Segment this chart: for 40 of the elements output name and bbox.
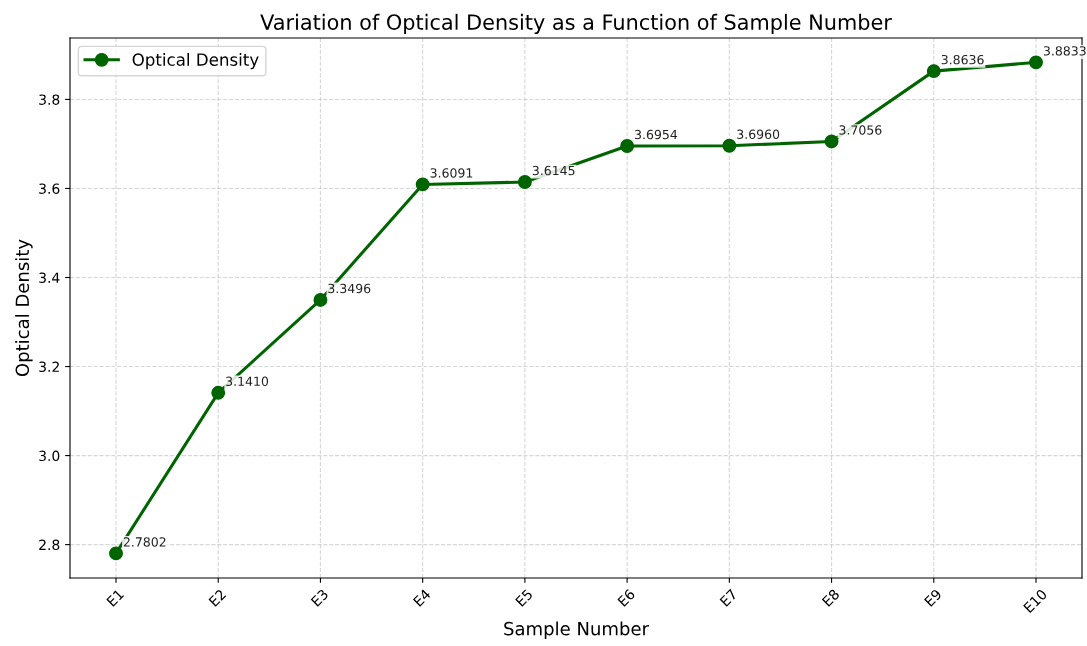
point [824, 134, 839, 149]
point [1029, 55, 1043, 70]
chart-title: Variation of Optical Density as a Function of Sample Number [260, 13, 892, 34]
data-label: 2.7802 [123, 537, 166, 547]
x-tick-label: E2 [208, 588, 227, 607]
data-label: 3.6960 [737, 129, 780, 139]
x-tick-label: E10 [1023, 588, 1048, 614]
x-tick-label: E1 [106, 588, 125, 607]
y-tick-label: 3.8 [39, 94, 60, 105]
x-tick-label: E8 [821, 588, 840, 607]
legend-label: Optical Density [132, 53, 259, 70]
x-axis-title: Sample Number [504, 621, 649, 639]
point [313, 292, 328, 307]
y-tick-label: 3.4 [39, 272, 60, 283]
data-label: 3.8636 [941, 54, 984, 65]
point [211, 385, 226, 400]
x-tick-label: E3 [310, 588, 329, 607]
y-tick-label: 3.6 [39, 183, 60, 194]
y-axis-title: Optical Density [15, 239, 33, 377]
x-tick-label: E5 [515, 588, 534, 607]
point [109, 546, 123, 561]
data-label: 3.6145 [532, 165, 575, 176]
data-label: 3.8833 [1043, 46, 1086, 56]
data-label: 3.1410 [226, 376, 269, 387]
x-tick-label: E7 [719, 588, 738, 607]
data-label: 3.6091 [430, 168, 473, 178]
point [722, 138, 737, 153]
x-tick-label: E6 [617, 588, 636, 607]
data-label: 3.7056 [839, 125, 882, 135]
y-tick-label: 3.2 [39, 361, 59, 373]
data-label: 3.3496 [328, 283, 371, 294]
y-tick-label: 2.8 [39, 539, 60, 551]
point [926, 64, 941, 79]
point [517, 175, 532, 189]
point [620, 139, 635, 153]
y-tick-label: 3.0 [39, 450, 60, 462]
data-label: 3.6954 [635, 129, 678, 140]
x-tick-label: E4 [412, 588, 432, 607]
x-tick-label: E9 [923, 588, 943, 607]
point [415, 177, 430, 192]
